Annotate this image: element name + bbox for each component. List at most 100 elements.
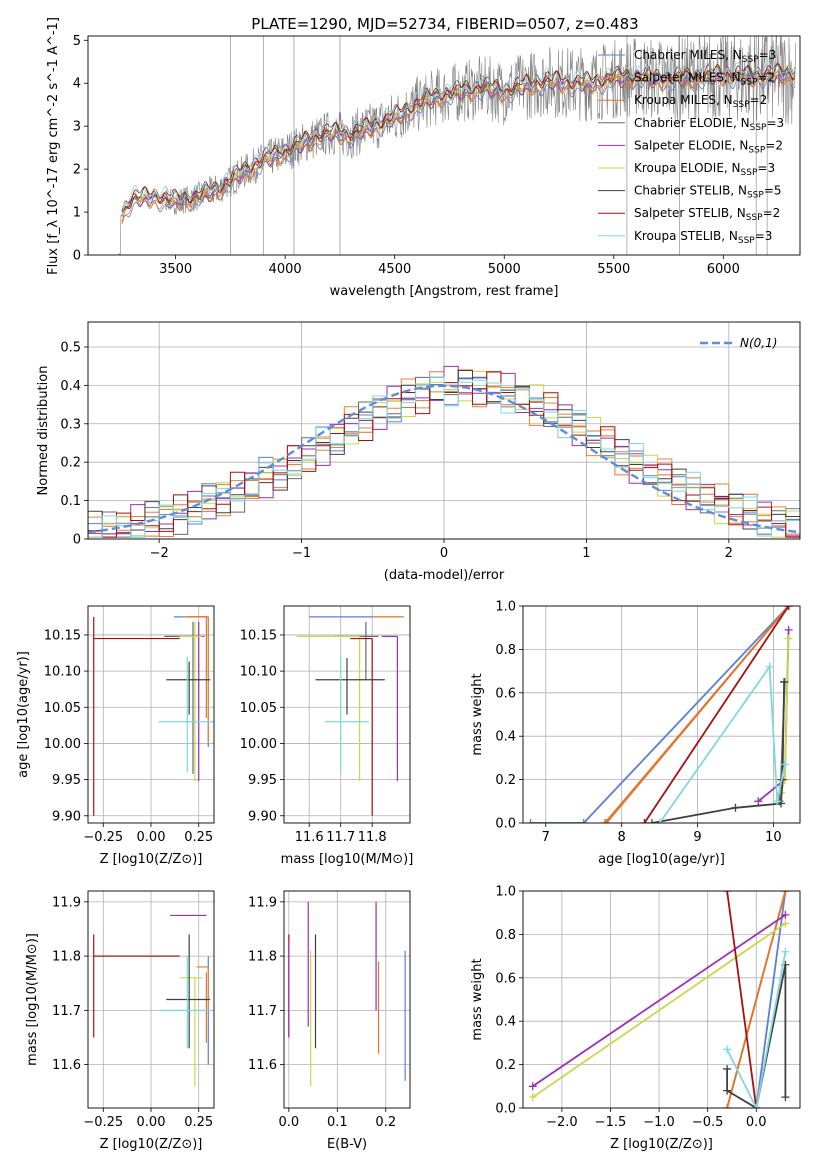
y-tick-label: 0.0: [495, 1102, 516, 1117]
legend-label-text: Kroupa MILES, N: [634, 93, 733, 107]
mass-weight-marker: [781, 891, 790, 895]
mass-weight-marker: [731, 803, 740, 812]
axes-frame: [87, 890, 215, 1109]
y-tick-label: 11.9: [248, 895, 277, 910]
mass-weight-marker: [648, 819, 657, 823]
plot-area: [118, 36, 796, 255]
normal-distribution-curve: [88, 384, 800, 534]
y-tick-label: 1.0: [495, 885, 516, 900]
legend-label-text: Chabrier STELIB, N: [634, 184, 747, 198]
x-tick-label: 3500: [159, 262, 192, 277]
x-tick-label: 5500: [597, 262, 630, 277]
y-tick-label: 9.90: [52, 809, 81, 824]
axes-frame: [283, 605, 411, 824]
x-tick-label: −0.25: [83, 1115, 123, 1130]
mass-weight-marker: [526, 819, 535, 823]
model-spectrum-line: [121, 62, 796, 216]
mass-vs-extinction-panel: 0.0 0.1 0.2 11.6 11.7 11.8 11.9 E(B-V): [248, 890, 411, 1152]
x-tick-label: 1: [582, 546, 590, 561]
x-tick-label: 0.25: [184, 1115, 213, 1130]
mass-vs-metallicity-panel: −0.25 0.00 0.25 11.6 11.7 11.8 11.9 Z [log10(Z/…: [25, 890, 215, 1152]
plot-area: [93, 616, 214, 816]
legend-label: Salpeter MILES, NSSP=2: [634, 71, 775, 88]
mass-weight-marker: [723, 1104, 732, 1108]
model-spectrum-line: [121, 65, 796, 212]
mass-weight-marker: [579, 819, 588, 823]
y-tick-label: 10.10: [44, 665, 81, 680]
y-tick-label: 11.7: [52, 1004, 81, 1019]
legend-label-sub: SSP: [746, 213, 763, 223]
legend-label-tail: =3: [757, 161, 775, 175]
mass-weight-marker: [781, 910, 790, 919]
y-tick-label: 0.8: [495, 928, 516, 943]
x-tick-label: −2.0: [546, 1115, 578, 1130]
mass-weight-marker: [655, 819, 664, 823]
y-tick-label: 11.9: [52, 895, 81, 910]
plot-area: [88, 365, 800, 539]
mass-weight-line: [532, 914, 786, 1088]
mass-weight-marker: [723, 1064, 732, 1073]
y-axis-label: age [log10(age/yr)]: [16, 651, 31, 778]
legend-label-tail: =3: [755, 229, 773, 243]
x-tick-label: 11.8: [358, 830, 387, 845]
y-tick-label: 3: [73, 120, 81, 135]
x-tick-label: 4000: [269, 262, 302, 277]
legend-label-sub: SSP: [748, 145, 765, 155]
mass-weight-marker: [754, 797, 763, 806]
y-tick-label: 0.5: [60, 340, 81, 355]
y-tick-label: 1.0: [495, 600, 516, 615]
y-tick-label: 4: [73, 77, 81, 92]
legend-label-tail: =5: [764, 184, 782, 198]
mass-weight-marker: [640, 819, 649, 823]
mass-weight-marker: [773, 797, 782, 806]
y-tick-label: 10.05: [44, 701, 81, 716]
x-tick-label: −0.25: [83, 830, 123, 845]
mass-weight-marker: [765, 662, 774, 671]
y-tick-label: 10.15: [240, 628, 277, 643]
mass-weight-marker: [528, 1093, 537, 1102]
mass-weight-line: [643, 606, 790, 823]
mass-weight-marker: [752, 1104, 761, 1108]
legend-label: Kroupa STELIB, NSSP=3: [634, 229, 772, 246]
mass-weight-line: [755, 891, 787, 1108]
legend-label-sub: SSP: [750, 123, 767, 133]
axes-frame: [87, 321, 801, 540]
y-tick-label: 0.2: [495, 773, 516, 788]
y-tick-label: 11.8: [52, 950, 81, 965]
histogram-step-line: [88, 376, 800, 539]
y-tick-label: 1: [73, 206, 81, 221]
x-axis-label: E(B-V): [327, 1137, 367, 1152]
x-tick-label: 11.6: [295, 830, 324, 845]
legend-label-sub: SSP: [738, 236, 755, 246]
plot-area: [296, 616, 404, 816]
x-tick-label: −0.5: [692, 1115, 724, 1130]
y-tick-label: 2: [73, 163, 81, 178]
observed-spectrum-line: [118, 36, 796, 255]
y-tick-label: 0.2: [495, 1058, 516, 1073]
x-tick-label: 10: [765, 830, 782, 845]
axes-frame: [522, 890, 801, 1109]
y-tick-label: 9.95: [52, 773, 81, 788]
x-tick-label: 0: [440, 546, 448, 561]
mass-weight-marker: [780, 677, 789, 686]
legend-label: Salpeter STELIB, NSSP=2: [634, 206, 780, 223]
mass-weight-line: [658, 664, 786, 823]
model-spectrum-line: [121, 60, 796, 216]
legend-label: Chabrier STELIB, NSSP=5: [634, 184, 782, 201]
x-tick-label: −1: [292, 546, 311, 561]
x-tick-label: 8: [618, 830, 626, 845]
y-tick-label: 10.00: [240, 737, 277, 752]
x-axis-label: Z [log10(Z/Z⊙)]: [100, 852, 203, 867]
y-tick-label: 0.2: [60, 456, 81, 471]
residual-histogram-panel: −2 −1 0 1 2 0 0.1 0.2 0.3 0.4 0.5 (data-model)/erro…: [36, 321, 801, 583]
legend-label-text: Kroupa ELODIE, N: [634, 161, 741, 175]
x-axis-label: wavelength [Angstrom, rest frame]: [330, 284, 559, 299]
legend-label: Salpeter ELODIE, NSSP=2: [634, 138, 783, 155]
mass-weight-line: [604, 606, 790, 823]
mass-weight-marker: [600, 819, 609, 823]
x-tick-label: 0.1: [327, 1115, 348, 1130]
x-axis-label: Z [log10(Z/Z⊙)]: [100, 1137, 203, 1152]
legend-label: Chabrier MILES, NSSP=3: [634, 48, 776, 65]
mass-weight-vs-age-panel: 7 8 9 10 0.0 0.2 0.4 0.6 0.8 1.0 age [log10(age/yr…: [470, 600, 801, 867]
x-tick-label: 6000: [707, 262, 740, 277]
